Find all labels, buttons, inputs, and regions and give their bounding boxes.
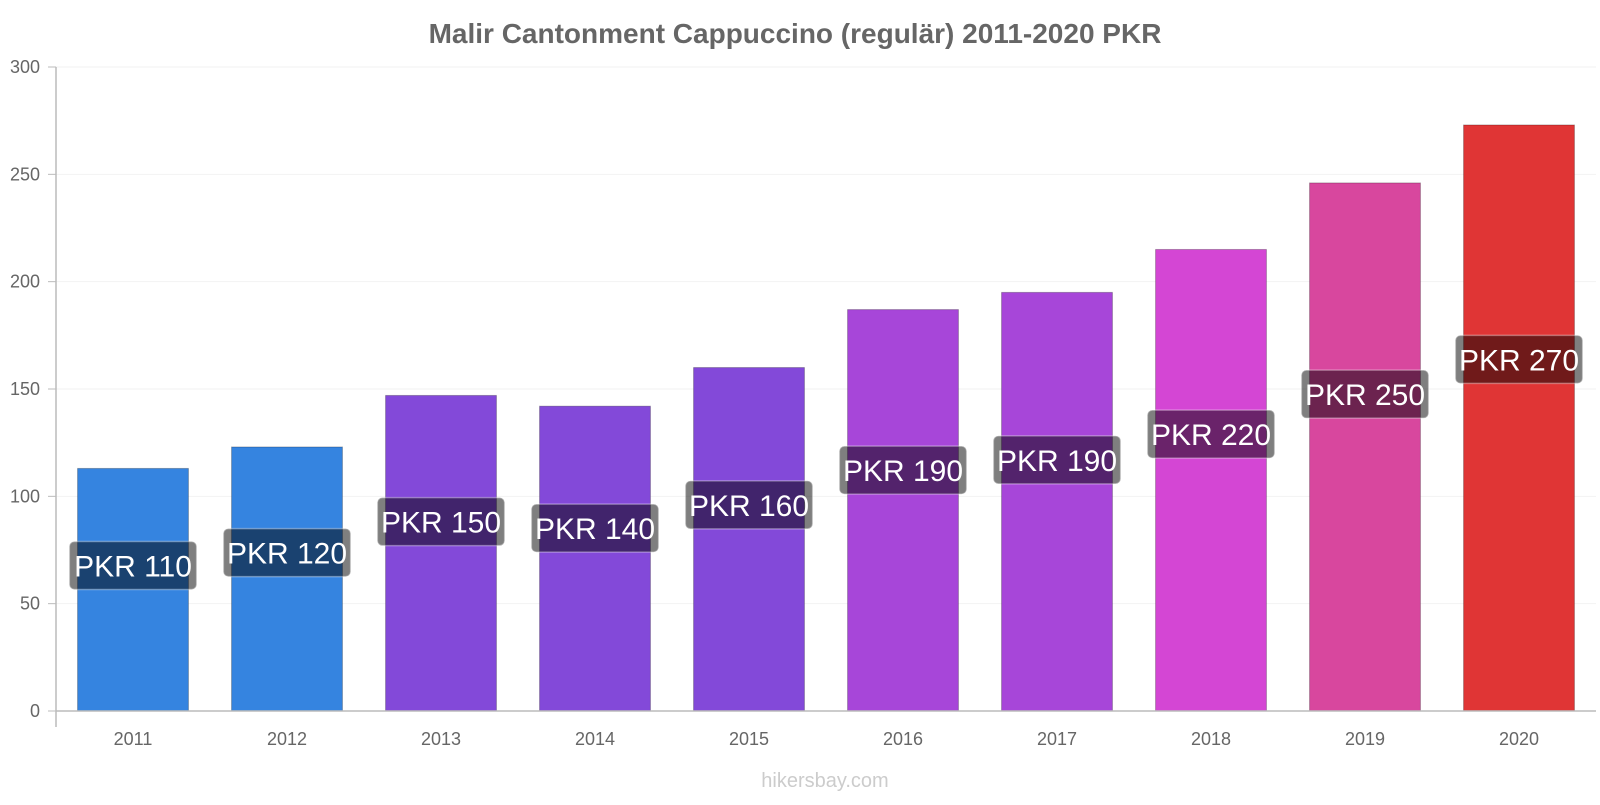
x-tick-label: 2017 (1037, 729, 1077, 749)
axes: 0 50 100 150 200 250 300 2011 2012 2013 2014 2015 20… (10, 57, 1596, 749)
data-label-box (376, 496, 506, 547)
bar-2018 (1155, 248, 1267, 712)
data-label-box (222, 527, 352, 578)
data-label: PKR 110 (74, 550, 192, 583)
y-tick-label: 50 (20, 594, 40, 614)
bar-2013 (385, 394, 497, 712)
data-label: PKR 190 (997, 445, 1117, 478)
data-label-box (992, 435, 1122, 485)
x-tick-label: 2019 (1345, 729, 1385, 749)
bar-2020 (1463, 124, 1575, 712)
x-tick-label: 2012 (267, 729, 307, 749)
data-label-box (1146, 409, 1276, 459)
y-tick-label: 300 (10, 57, 40, 77)
bar-2019 (1309, 182, 1421, 712)
watermark: hikersbay.com (761, 770, 888, 792)
bar-2016 (847, 309, 959, 712)
x-tick-label: 2015 (729, 729, 769, 749)
data-label-box (68, 540, 198, 591)
y-tick-label: 100 (10, 486, 40, 506)
x-tick-label: 2020 (1499, 729, 1539, 749)
x-tick-label: 2016 (883, 729, 923, 749)
data-label: PKR 220 (1151, 419, 1271, 452)
data-label: PKR 150 (381, 507, 501, 540)
y-tick-label: 250 (10, 164, 40, 184)
y-tick-label: 200 (10, 272, 40, 292)
data-label-box (1454, 334, 1584, 385)
data-label: PKR 120 (227, 538, 347, 571)
chart-title: Malir Cantonment Cappuccino (regulär) 20… (429, 18, 1162, 49)
data-label: PKR 270 (1459, 344, 1579, 377)
data-label-box (1300, 369, 1430, 419)
data-label-box (838, 445, 968, 495)
bar-2017 (1001, 291, 1113, 712)
y-tick-label: 150 (10, 379, 40, 399)
data-label-box (530, 503, 660, 553)
x-tick-label: 2011 (114, 729, 153, 749)
bar-2015 (693, 367, 805, 712)
x-tick-label: 2013 (421, 729, 461, 749)
bar-2014 (539, 405, 651, 712)
x-tick-label: 2014 (575, 729, 615, 749)
bar-2012 (231, 446, 343, 712)
y-tick-label: 0 (30, 701, 40, 721)
data-label-box (684, 480, 814, 530)
x-tick-label: 2018 (1191, 729, 1231, 749)
data-label: PKR 250 (1305, 379, 1425, 412)
data-label: PKR 140 (535, 513, 655, 546)
data-label: PKR 160 (689, 490, 809, 523)
bars (77, 124, 1575, 712)
data-label: PKR 190 (843, 455, 963, 488)
data-labels: PKR 110 PKR 120 PKR 150 PKR 140 PKR 160 PKR 1… (68, 334, 1584, 591)
